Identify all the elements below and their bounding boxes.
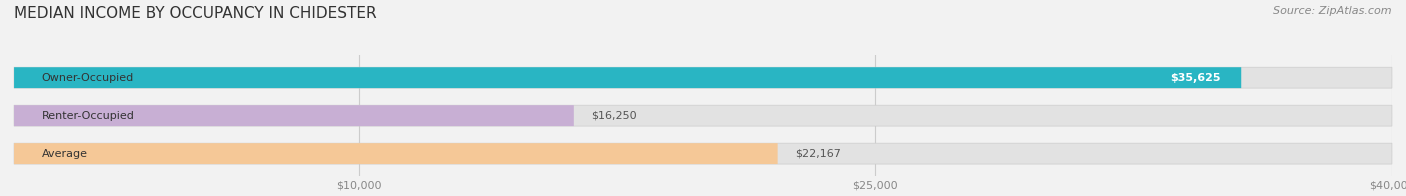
FancyBboxPatch shape (14, 67, 1241, 88)
FancyBboxPatch shape (14, 105, 574, 126)
FancyBboxPatch shape (14, 143, 778, 164)
Text: Average: Average (42, 149, 87, 159)
Text: $16,250: $16,250 (591, 111, 637, 121)
Text: Source: ZipAtlas.com: Source: ZipAtlas.com (1274, 6, 1392, 16)
Text: MEDIAN INCOME BY OCCUPANCY IN CHIDESTER: MEDIAN INCOME BY OCCUPANCY IN CHIDESTER (14, 6, 377, 21)
Text: $35,625: $35,625 (1170, 73, 1220, 83)
FancyBboxPatch shape (14, 105, 1392, 126)
FancyBboxPatch shape (14, 143, 1392, 164)
Text: $22,167: $22,167 (794, 149, 841, 159)
Text: Renter-Occupied: Renter-Occupied (42, 111, 135, 121)
Text: Owner-Occupied: Owner-Occupied (42, 73, 134, 83)
FancyBboxPatch shape (14, 67, 1392, 88)
